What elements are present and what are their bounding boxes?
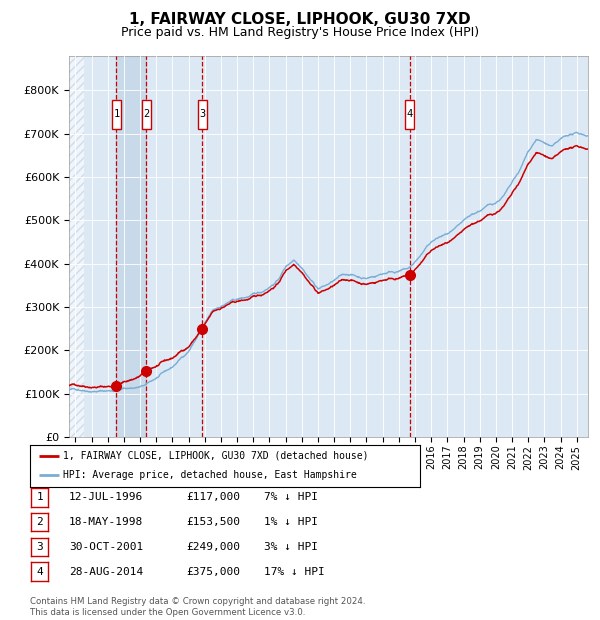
Bar bbox=[116, 56, 146, 437]
FancyBboxPatch shape bbox=[197, 100, 206, 128]
FancyBboxPatch shape bbox=[142, 100, 151, 128]
Text: 7% ↓ HPI: 7% ↓ HPI bbox=[264, 492, 318, 502]
Text: 3: 3 bbox=[36, 542, 43, 552]
Text: 2: 2 bbox=[36, 517, 43, 527]
FancyBboxPatch shape bbox=[112, 100, 121, 128]
Text: 1: 1 bbox=[36, 492, 43, 502]
Text: Price paid vs. HM Land Registry's House Price Index (HPI): Price paid vs. HM Land Registry's House … bbox=[121, 26, 479, 39]
Text: 2: 2 bbox=[143, 109, 149, 119]
Text: 3% ↓ HPI: 3% ↓ HPI bbox=[264, 542, 318, 552]
Text: 1% ↓ HPI: 1% ↓ HPI bbox=[264, 517, 318, 527]
Text: £153,500: £153,500 bbox=[186, 517, 240, 527]
Text: HPI: Average price, detached house, East Hampshire: HPI: Average price, detached house, East… bbox=[63, 471, 357, 480]
Text: 4: 4 bbox=[406, 109, 413, 119]
Text: 30-OCT-2001: 30-OCT-2001 bbox=[69, 542, 143, 552]
Text: 18-MAY-1998: 18-MAY-1998 bbox=[69, 517, 143, 527]
Text: Contains HM Land Registry data © Crown copyright and database right 2024.
This d: Contains HM Land Registry data © Crown c… bbox=[30, 598, 365, 617]
Text: 17% ↓ HPI: 17% ↓ HPI bbox=[264, 567, 325, 577]
Text: 3: 3 bbox=[199, 109, 205, 119]
Text: 1, FAIRWAY CLOSE, LIPHOOK, GU30 7XD: 1, FAIRWAY CLOSE, LIPHOOK, GU30 7XD bbox=[129, 12, 471, 27]
Text: 12-JUL-1996: 12-JUL-1996 bbox=[69, 492, 143, 502]
Text: 1: 1 bbox=[113, 109, 119, 119]
Text: 4: 4 bbox=[36, 567, 43, 577]
FancyBboxPatch shape bbox=[405, 100, 414, 128]
Text: £249,000: £249,000 bbox=[186, 542, 240, 552]
Text: £375,000: £375,000 bbox=[186, 567, 240, 577]
Text: 1, FAIRWAY CLOSE, LIPHOOK, GU30 7XD (detached house): 1, FAIRWAY CLOSE, LIPHOOK, GU30 7XD (det… bbox=[63, 451, 368, 461]
Text: £117,000: £117,000 bbox=[186, 492, 240, 502]
Text: 28-AUG-2014: 28-AUG-2014 bbox=[69, 567, 143, 577]
